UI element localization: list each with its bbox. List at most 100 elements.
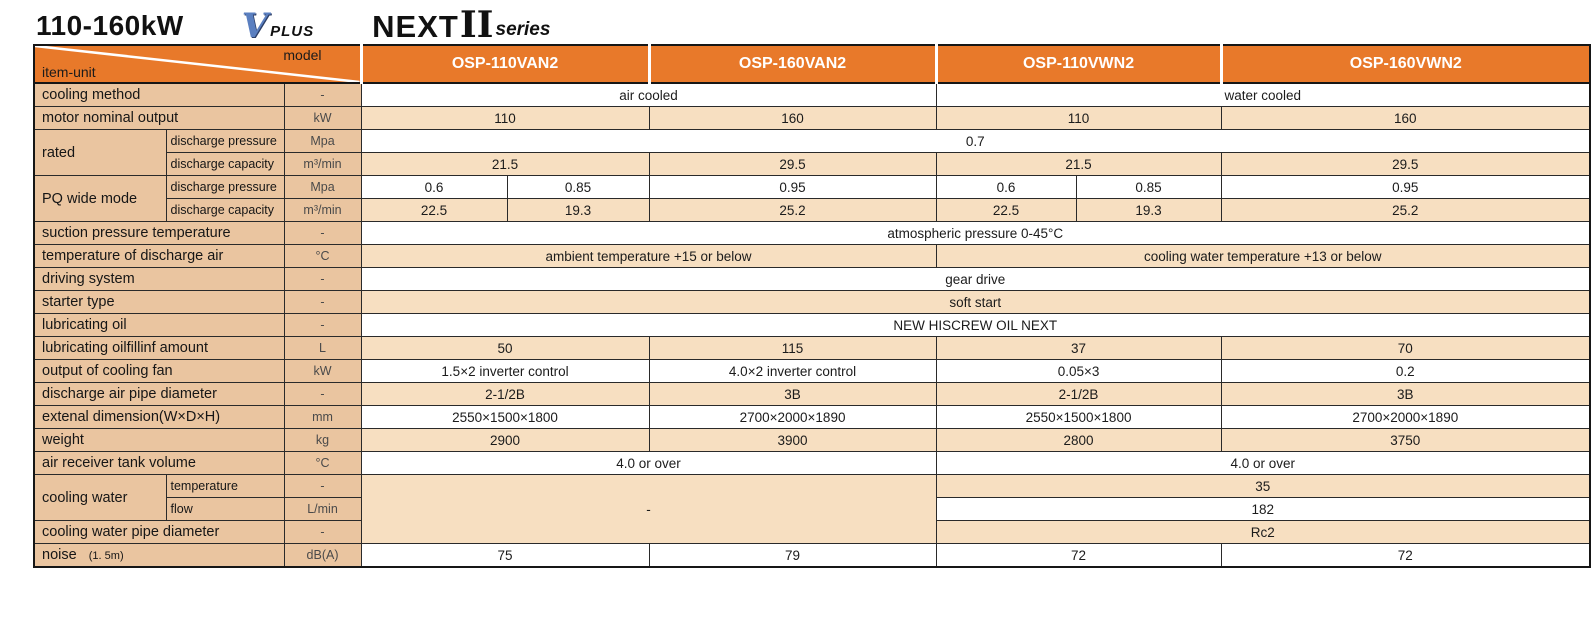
value-cell: 0.95 [648, 175, 937, 199]
table-row: flow L/min 182 [34, 497, 1591, 521]
row-label: output of cooling fan [33, 359, 285, 383]
corner-model-label: model [283, 47, 322, 63]
value-cell: 35 [935, 474, 1591, 498]
header-row: model item-unit OSP-110VAN2 OSP-160VAN2 … [33, 44, 1591, 84]
value-cell: 110 [935, 106, 1222, 130]
table-row: extenal dimension(W×D×H) mm 2550×1500×18… [33, 405, 1591, 429]
unit-cell: - [283, 82, 362, 107]
unit-cell: kW [283, 106, 362, 130]
table-row: lubricating oilfillinf amount L 50 115 3… [33, 336, 1591, 360]
value-cell: 25.2 [1220, 198, 1591, 222]
unit-cell: °C [283, 244, 362, 268]
row-group-label: cooling water [33, 474, 167, 521]
table-row: discharge air pipe diameter - 2-1/2B 3B … [33, 382, 1591, 406]
value-cell: 2550×1500×1800 [935, 405, 1222, 429]
next2-series-logo: NEXT II series [372, 4, 551, 47]
value-cell: 0.2 [1220, 359, 1591, 383]
table-row: PQ wide mode discharge pressure Mpa 0.6 … [33, 175, 1591, 222]
unit-cell: °C [283, 451, 362, 475]
row-label: discharge air pipe diameter [33, 382, 285, 406]
value-cell: 0.85 [1075, 175, 1222, 199]
value-cell: 110 [360, 106, 650, 130]
table-row: lubricating oil - NEW HISCREW OIL NEXT [33, 313, 1591, 337]
table-row: cooling water pipe diameter - Rc2 [33, 520, 1591, 544]
row-sublabel: discharge capacity [165, 152, 285, 176]
value-cell: 160 [1220, 106, 1591, 130]
vplus-logo: V PLUS [242, 9, 314, 43]
row-group-label: PQ wide mode [33, 175, 167, 222]
value-cell: 0.05×3 [935, 359, 1222, 383]
unit-cell: kW [283, 359, 362, 383]
row-sublabel: flow [165, 497, 285, 521]
value-cell: 2550×1500×1800 [360, 405, 650, 429]
unit-cell: - [283, 382, 362, 406]
value-cell: 0.95 [1220, 175, 1591, 199]
next-logo-series: series [495, 19, 551, 40]
value-cell: 4.0×2 inverter control [648, 359, 937, 383]
value-cell: 2800 [935, 428, 1222, 452]
model-header-osp-110vwn2: OSP-110VWN2 [934, 44, 1222, 84]
value-cell: 21.5 [935, 152, 1222, 176]
unit-cell: - [283, 520, 362, 544]
unit-cell: m³/min [283, 152, 362, 176]
corner-item-unit-label: item-unit [42, 64, 96, 80]
unit-cell: - [283, 313, 362, 337]
table-row: air receiver tank volume °C 4.0 or over … [33, 451, 1591, 475]
next-logo-roman-two: II [459, 4, 494, 47]
value-cell: 3900 [648, 428, 937, 452]
value-cell: 19.3 [506, 198, 650, 222]
row-label: cooling water pipe diameter [33, 520, 285, 544]
value-cell: ambient temperature +15 or below [360, 244, 937, 268]
row-label: lubricating oilfillinf amount [33, 336, 285, 360]
unit-cell: Mpa [283, 129, 362, 153]
value-cell: 79 [648, 543, 937, 568]
table-row: cooling method - air cooled water cooled [33, 82, 1591, 107]
spec-table: model item-unit OSP-110VAN2 OSP-160VAN2 … [33, 44, 1592, 568]
table-row: discharge capacity m³/min 21.5 29.5 21.5… [34, 152, 1591, 176]
value-cell: 160 [648, 106, 937, 130]
title-bar: 110-160kW V PLUS NEXT II series [0, 0, 1594, 44]
next-logo-text: NEXT [372, 8, 459, 44]
value-cell: 2-1/2B [935, 382, 1222, 406]
table-row: rated discharge pressure Mpa 0.7 [33, 129, 1591, 176]
value-cell: 21.5 [360, 152, 650, 176]
value-cell: 115 [648, 336, 937, 360]
row-group-label: rated [33, 129, 167, 176]
table-row: driving system - gear drive [33, 267, 1591, 291]
noise-distance-note: (1. 5m) [88, 550, 124, 562]
value-cell: 2700×2000×1890 [648, 405, 937, 429]
value-cell: 19.3 [1075, 198, 1222, 222]
unit-cell: - [283, 290, 362, 314]
row-label: noise (1. 5m) [33, 543, 285, 568]
value-cell: air cooled [360, 82, 937, 107]
table-row: suction pressure temperature - atmospher… [33, 221, 1591, 245]
unit-cell: kg [283, 428, 362, 452]
power-range-title: 110-160kW [36, 10, 184, 41]
model-header-osp-160vwn2: OSP-160VWN2 [1219, 44, 1591, 84]
row-label: cooling method [33, 82, 285, 107]
value-cell: soft start [360, 290, 1591, 314]
value-cell: 72 [1220, 543, 1591, 568]
row-label: extenal dimension(W×D×H) [33, 405, 285, 429]
value-cell: 3750 [1220, 428, 1591, 452]
value-cell: 70 [1220, 336, 1591, 360]
value-cell: NEW HISCREW OIL NEXT [360, 313, 1591, 337]
row-label: driving system [33, 267, 285, 291]
noise-label: noise [42, 547, 77, 563]
value-cell: 4.0 or over [935, 451, 1591, 475]
table-row: temperature of discharge air °C ambient … [33, 244, 1591, 268]
table-row: output of cooling fan kW 1.5×2 inverter … [33, 359, 1591, 383]
value-cell: 2900 [360, 428, 650, 452]
diagonal-divider [35, 46, 360, 81]
value-cell: 2700×2000×1890 [1220, 405, 1591, 429]
table-row: weight kg 2900 3900 2800 3750 [33, 428, 1591, 452]
value-cell: 182 [935, 497, 1591, 521]
unit-cell: m³/min [283, 198, 362, 222]
table-row: starter type - soft start [33, 290, 1591, 314]
corner-cell: model item-unit [33, 44, 362, 84]
value-cell: 29.5 [648, 152, 937, 176]
value-cell: 72 [935, 543, 1222, 568]
table-row: motor nominal output kW 110 160 110 160 [33, 106, 1591, 130]
row-label: lubricating oil [33, 313, 285, 337]
value-cell: gear drive [360, 267, 1591, 291]
